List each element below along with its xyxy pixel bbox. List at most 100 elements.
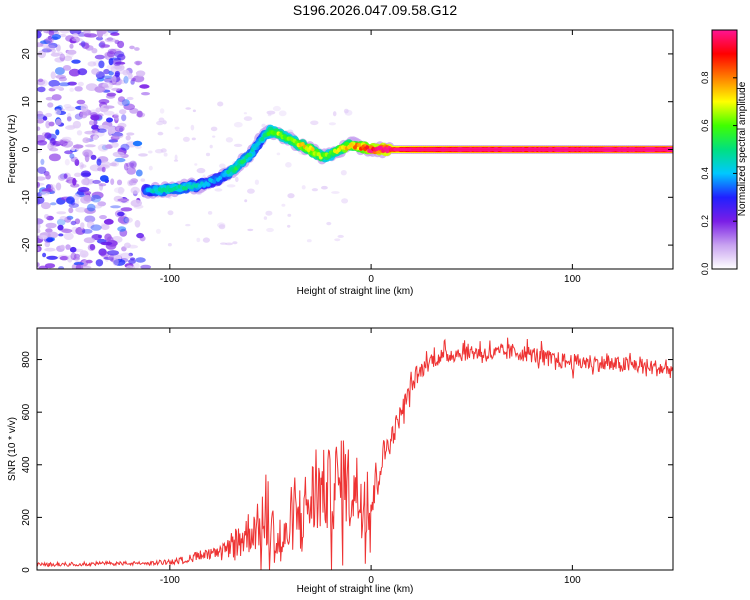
noise-speckle	[111, 160, 119, 167]
noise-speckle	[107, 30, 119, 34]
noise-speckle	[45, 96, 54, 101]
spectrogram-y-label: Frequency (Hz)	[7, 115, 18, 184]
snr-x-ticks: -100 0 100	[160, 328, 581, 586]
noise-speckle	[301, 185, 306, 190]
noise-speckle	[155, 228, 161, 234]
noise-speckle	[98, 60, 105, 69]
noise-speckle	[88, 179, 94, 185]
noise-speckle	[93, 204, 102, 209]
noise-speckle	[285, 162, 292, 168]
noise-speckle	[182, 136, 190, 142]
snr-y-label: SNR (10 * v/v)	[7, 417, 18, 481]
noise-speckle	[123, 217, 129, 224]
noise-speckle	[75, 199, 80, 205]
noise-speckle	[96, 158, 102, 166]
noise-speckle	[114, 125, 125, 132]
snr-y-ticks: 0 200 400 600 800	[21, 351, 673, 573]
noise-speckle	[37, 223, 41, 230]
noise-speckle	[287, 224, 291, 228]
spectrogram-y-tick-label: -10	[21, 190, 32, 205]
noise-speckle	[74, 159, 80, 166]
noise-speckle	[134, 60, 143, 65]
noise-speckle	[103, 110, 115, 116]
colorbar-gradient	[711, 29, 738, 270]
noise-speckle	[37, 247, 40, 251]
noise-speckle	[59, 33, 67, 38]
noise-speckle	[65, 244, 71, 250]
noise-speckle	[62, 65, 72, 71]
snr-y-tick-label: 800	[21, 351, 32, 368]
colorbar-tick-label: 0.2	[700, 215, 710, 228]
noise-speckle	[54, 57, 65, 63]
noise-speckle	[69, 153, 75, 159]
noise-speckle	[46, 48, 52, 53]
noise-speckle	[37, 30, 43, 33]
noise-speckle	[44, 240, 51, 248]
noise-speckle	[117, 211, 125, 217]
noise-speckle	[276, 152, 281, 156]
ridge-cell	[256, 141, 261, 146]
noise-speckle	[247, 228, 254, 232]
noise-speckle	[122, 69, 130, 76]
noise-speckle	[117, 216, 130, 224]
noise-speckle	[90, 154, 97, 160]
noise-speckle	[102, 81, 113, 90]
snr-series-line	[37, 337, 673, 570]
noise-speckle	[196, 167, 206, 174]
noise-speckle	[135, 257, 146, 263]
noise-speckle	[120, 207, 133, 212]
noise-speckle	[74, 86, 83, 92]
noise-speckle	[86, 203, 96, 212]
noise-speckle	[83, 151, 90, 158]
noise-speckle	[174, 126, 180, 130]
noise-speckle	[101, 44, 110, 48]
noise-speckle	[194, 163, 198, 166]
noise-speckle	[212, 135, 216, 138]
noise-speckle	[45, 174, 51, 180]
noise-speckle	[50, 187, 56, 195]
snr-panel: -100 0 100 0 200 400 600 800 Height of straigh…	[7, 327, 674, 595]
noise-speckle	[185, 107, 191, 110]
noise-speckle	[310, 120, 319, 126]
noise-speckle	[98, 183, 107, 187]
noise-speckle	[272, 105, 281, 112]
noise-speckle	[233, 143, 243, 147]
noise-speckle	[45, 228, 53, 233]
snr-y-tick-label: 0	[21, 567, 32, 573]
noise-speckle	[85, 45, 94, 51]
noise-speckle	[136, 110, 143, 118]
noise-speckle	[106, 117, 113, 123]
figure-title: S196.2026.047.09.58.G12	[293, 2, 457, 18]
noise-speckle	[44, 263, 56, 269]
noise-speckle	[39, 191, 51, 196]
noise-speckle	[71, 37, 83, 42]
noise-speckle	[56, 218, 66, 226]
noise-speckle	[55, 118, 62, 126]
spectrogram-y-tick-label: -20	[21, 237, 32, 252]
ridge-cell	[206, 182, 211, 187]
noise-speckle	[59, 216, 68, 221]
noise-speckle	[106, 50, 115, 58]
noise-speckle	[37, 228, 41, 234]
noise-speckle	[218, 163, 226, 169]
noise-speckle	[80, 170, 91, 178]
noise-speckle	[107, 250, 119, 256]
ridge-cell	[310, 147, 315, 152]
noise-speckle	[114, 70, 121, 77]
spectrogram-y-tick-label: 0	[21, 146, 32, 152]
noise-speckle	[95, 36, 104, 41]
noise-speckle	[82, 149, 93, 158]
noise-speckle	[226, 184, 236, 188]
noise-speckle	[66, 215, 74, 220]
noise-speckle	[140, 178, 146, 182]
noise-speckle	[129, 265, 135, 269]
noise-speckle	[265, 210, 273, 216]
noise-speckle	[130, 162, 137, 168]
noise-speckle	[50, 48, 56, 54]
ridge-cell	[260, 136, 265, 142]
noise-speckle	[337, 234, 344, 238]
noise-speckle	[37, 126, 41, 131]
noise-speckle	[64, 158, 70, 166]
colorbar-tick-label: 0.0	[700, 263, 710, 276]
